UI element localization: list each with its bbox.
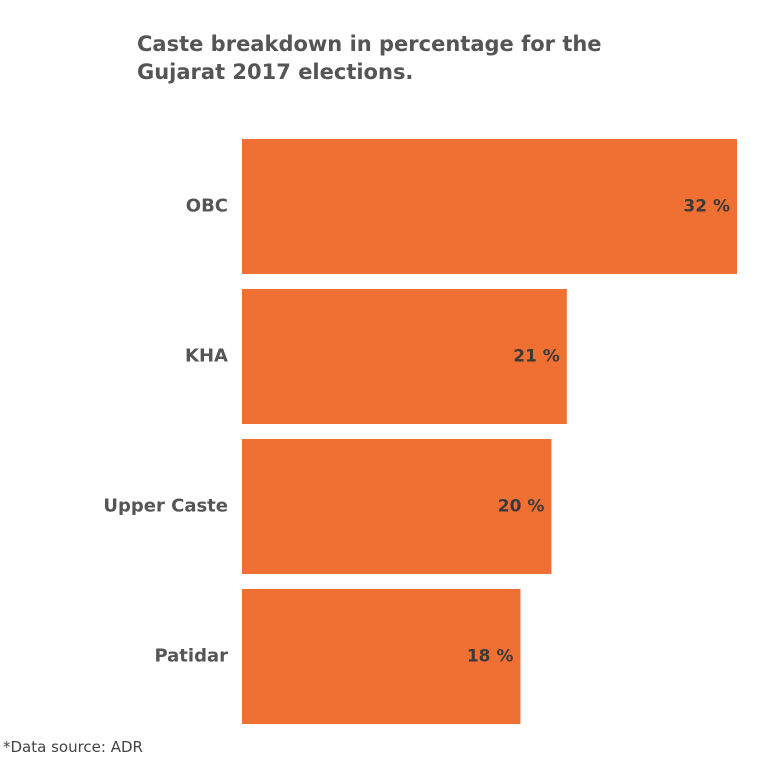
data-source-note: *Data source: ADR bbox=[3, 738, 143, 756]
category-label-upper-caste: Upper Caste bbox=[103, 496, 228, 517]
chart-title: Caste breakdown in percentage for the Gu… bbox=[137, 32, 602, 84]
value-label-kha: 21 % bbox=[513, 347, 560, 367]
category-label-patidar: Patidar bbox=[154, 646, 228, 667]
bar-chart: OBC 32 % KHA 21 % Upper Caste 20 % Patidar 18 % bbox=[103, 139, 737, 724]
bar-patidar bbox=[242, 589, 521, 724]
value-label-patidar: 18 % bbox=[467, 647, 514, 667]
bars-layer: OBC 32 % KHA 21 % Upper Caste 20 % Patidar 18 % bbox=[103, 139, 737, 724]
value-label-upper-caste: 20 % bbox=[498, 497, 545, 517]
value-label-obc: 32 % bbox=[683, 197, 730, 217]
bar-kha bbox=[242, 289, 567, 424]
bar-obc bbox=[242, 139, 737, 274]
category-label-kha: KHA bbox=[185, 346, 228, 367]
category-label-obc: OBC bbox=[186, 196, 228, 217]
bar-upper-caste bbox=[242, 439, 552, 574]
